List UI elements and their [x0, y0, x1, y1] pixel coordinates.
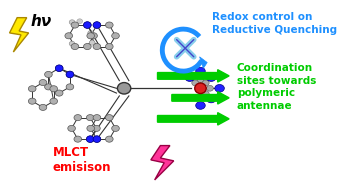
Ellipse shape — [93, 136, 101, 143]
Ellipse shape — [66, 84, 74, 90]
Ellipse shape — [196, 67, 205, 75]
Ellipse shape — [87, 125, 94, 131]
Ellipse shape — [117, 83, 131, 94]
Ellipse shape — [55, 65, 63, 71]
Ellipse shape — [207, 85, 213, 91]
Ellipse shape — [93, 136, 101, 142]
Ellipse shape — [74, 115, 81, 121]
Text: Redox control on
Reductive Quenching: Redox control on Reductive Quenching — [212, 12, 337, 35]
Ellipse shape — [50, 86, 58, 92]
Ellipse shape — [105, 43, 113, 50]
Ellipse shape — [196, 102, 205, 109]
Ellipse shape — [74, 136, 81, 142]
Ellipse shape — [206, 74, 216, 81]
Ellipse shape — [66, 71, 74, 77]
FancyArrow shape — [157, 113, 229, 125]
Ellipse shape — [90, 33, 97, 39]
Text: MLCT
emisison: MLCT emisison — [52, 146, 111, 174]
Ellipse shape — [45, 84, 52, 90]
Text: hν: hν — [30, 14, 52, 29]
Ellipse shape — [192, 80, 198, 86]
Ellipse shape — [197, 94, 204, 100]
Ellipse shape — [28, 86, 36, 92]
Ellipse shape — [112, 33, 119, 39]
Ellipse shape — [195, 83, 206, 94]
Polygon shape — [199, 57, 207, 68]
Ellipse shape — [39, 80, 47, 86]
Polygon shape — [151, 146, 174, 180]
Ellipse shape — [84, 43, 91, 50]
Ellipse shape — [197, 77, 204, 83]
Ellipse shape — [55, 65, 63, 72]
Ellipse shape — [71, 22, 79, 28]
Ellipse shape — [105, 22, 113, 28]
Ellipse shape — [105, 136, 113, 142]
Ellipse shape — [55, 90, 63, 96]
Ellipse shape — [45, 71, 52, 77]
Ellipse shape — [87, 136, 94, 143]
Ellipse shape — [84, 22, 91, 28]
Ellipse shape — [93, 22, 101, 28]
Ellipse shape — [202, 91, 209, 97]
Ellipse shape — [87, 136, 94, 142]
Polygon shape — [9, 18, 29, 52]
Ellipse shape — [69, 20, 75, 25]
Ellipse shape — [93, 43, 101, 50]
Ellipse shape — [39, 104, 47, 110]
Ellipse shape — [93, 125, 100, 131]
Ellipse shape — [87, 115, 94, 121]
Ellipse shape — [185, 74, 194, 81]
Ellipse shape — [202, 80, 209, 86]
Ellipse shape — [28, 98, 36, 104]
Ellipse shape — [112, 125, 119, 131]
FancyArrow shape — [172, 92, 229, 104]
Ellipse shape — [66, 71, 74, 78]
Ellipse shape — [77, 19, 83, 24]
Ellipse shape — [89, 40, 95, 45]
Ellipse shape — [215, 84, 224, 92]
Ellipse shape — [93, 22, 101, 28]
Ellipse shape — [68, 125, 75, 131]
FancyArrow shape — [157, 70, 229, 82]
Ellipse shape — [69, 41, 75, 46]
Ellipse shape — [93, 115, 101, 121]
Text: Coordination
sites towards
polymeric
antennae: Coordination sites towards polymeric ant… — [237, 64, 316, 111]
Ellipse shape — [105, 115, 113, 121]
Ellipse shape — [71, 43, 79, 50]
Ellipse shape — [50, 98, 58, 104]
Ellipse shape — [206, 95, 216, 103]
Ellipse shape — [84, 22, 91, 28]
Ellipse shape — [87, 33, 94, 39]
Ellipse shape — [88, 31, 93, 35]
Ellipse shape — [65, 33, 72, 39]
